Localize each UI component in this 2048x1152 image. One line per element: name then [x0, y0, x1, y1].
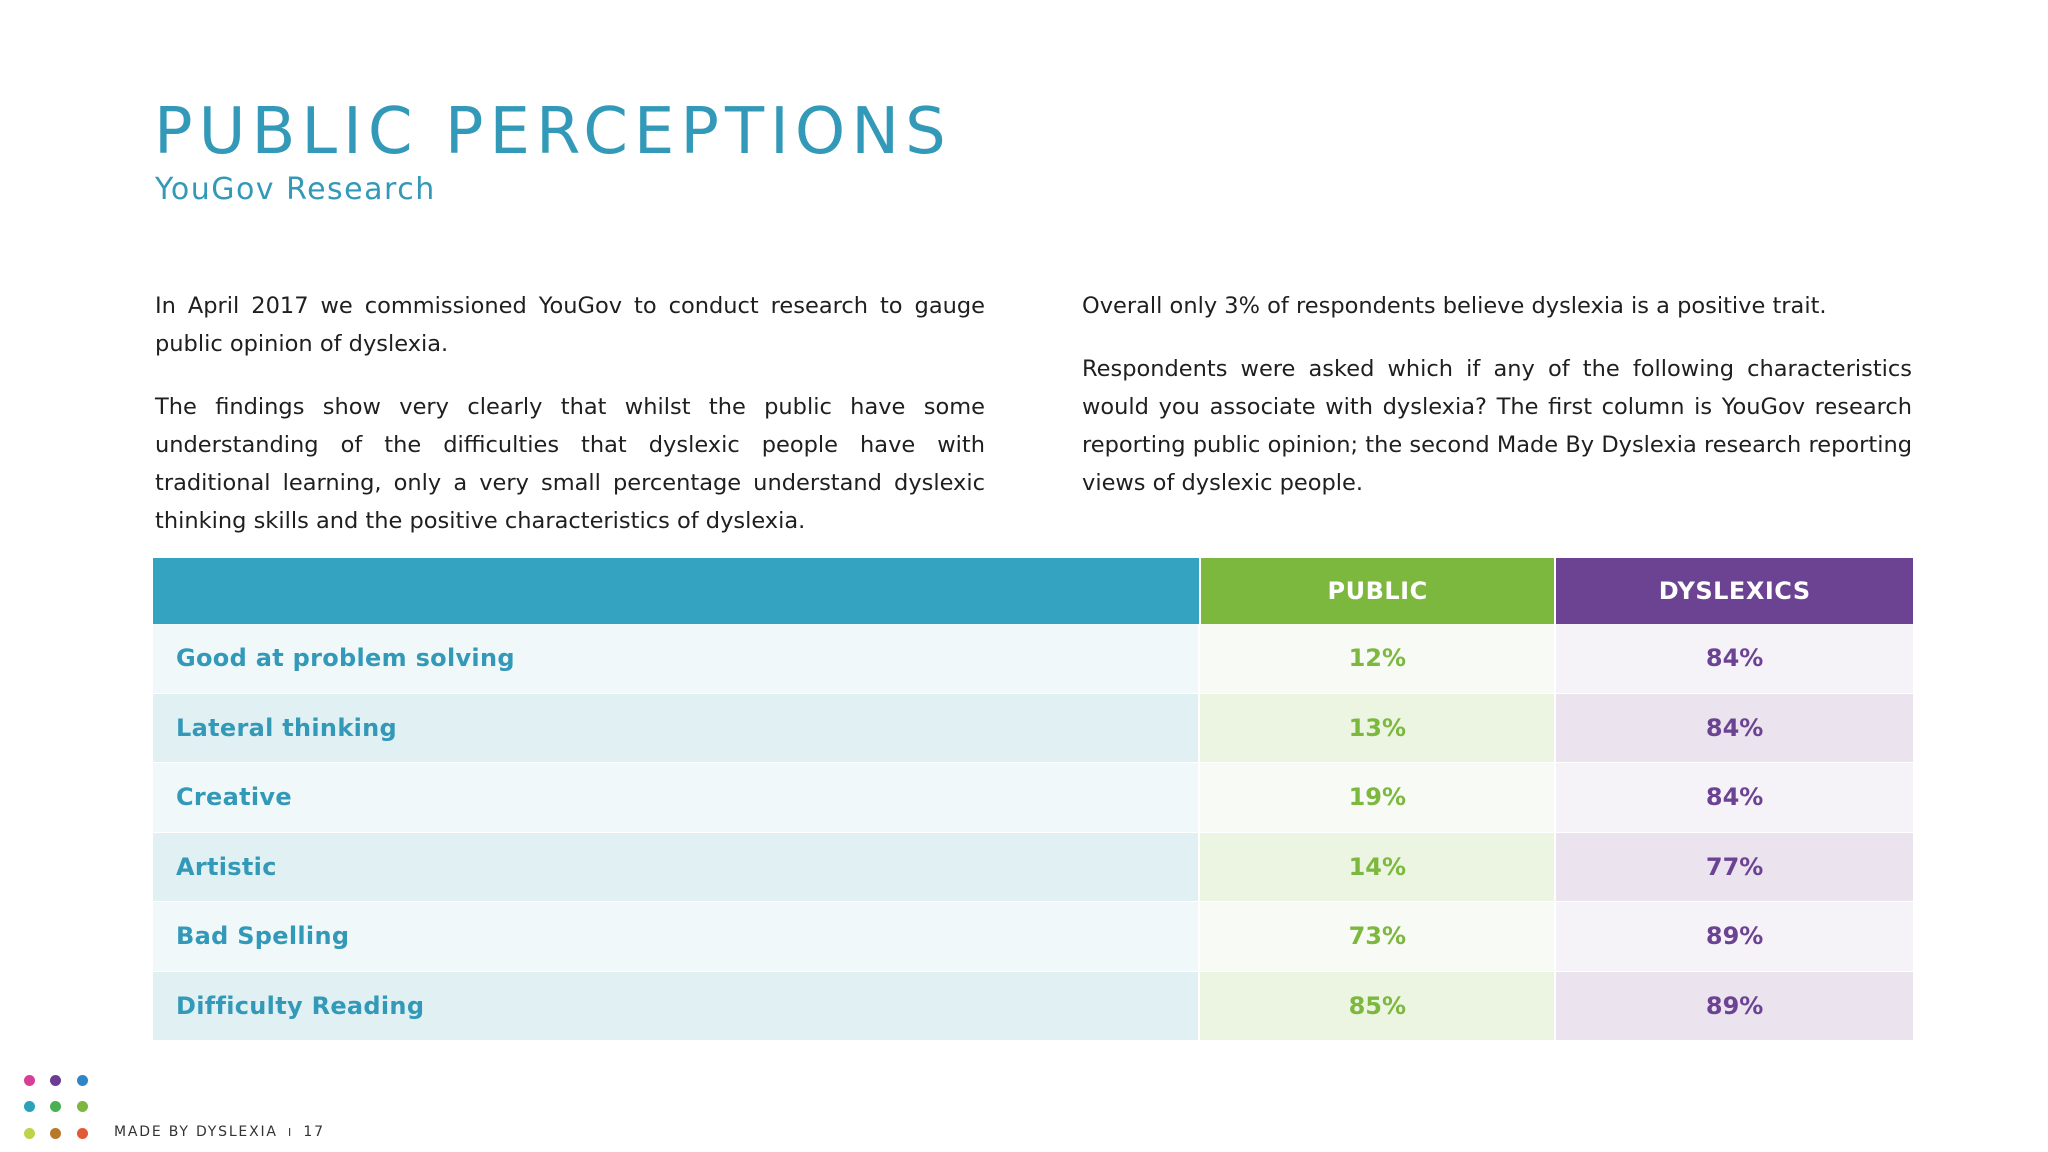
intro-paragraph: Overall only 3% of respondents believe d… [1082, 293, 1827, 319]
row-public-value: 12% [1200, 624, 1557, 693]
page-number: 17 [303, 1124, 325, 1140]
table-row: Artistic 14% 77% [153, 832, 1913, 902]
page-subtitle: YouGov Research [155, 172, 436, 207]
row-public-value: 19% [1200, 763, 1557, 832]
logo-dot [77, 1101, 88, 1112]
page-title: PUBLIC PERCEPTIONS [154, 95, 952, 169]
row-characteristic: Creative [153, 763, 1201, 832]
row-dyslexics-value: 84% [1556, 693, 1913, 762]
logo-dot [24, 1075, 35, 1086]
row-public-value: 13% [1200, 693, 1557, 762]
brand-dots-logo [24, 1075, 96, 1139]
logo-dot [77, 1075, 88, 1086]
table-row: Difficulty Reading 85% 89% [153, 971, 1913, 1040]
logo-dot [50, 1101, 61, 1112]
row-dyslexics-value: 84% [1556, 763, 1913, 832]
intro-left-column: In April 2017 we commissioned YouGov to … [155, 287, 985, 565]
logo-dot [50, 1075, 61, 1086]
table-body: Good at problem solving 12% 84% Lateral … [153, 624, 1913, 1040]
row-dyslexics-value: 84% [1556, 624, 1913, 693]
logo-dot [24, 1101, 35, 1112]
row-public-value: 73% [1200, 902, 1557, 971]
row-characteristic: Bad Spelling [153, 902, 1201, 971]
table-row: Bad Spelling 73% 89% [153, 902, 1913, 972]
header-dyslexics: DYSLEXICS [1556, 558, 1913, 624]
row-dyslexics-value: 89% [1556, 902, 1913, 971]
header-characteristic [153, 558, 1201, 624]
row-dyslexics-value: 77% [1556, 832, 1913, 901]
table-row: Lateral thinking 13% 84% [153, 693, 1913, 763]
row-characteristic: Lateral thinking [153, 693, 1201, 762]
table-row: Good at problem solving 12% 84% [153, 624, 1913, 694]
table-row: Creative 19% 84% [153, 763, 1913, 833]
row-dyslexics-value: 89% [1556, 971, 1913, 1040]
intro-paragraph: Respondents were asked which if any of t… [1082, 356, 1912, 496]
row-characteristic: Artistic [153, 832, 1201, 901]
perceptions-table: PUBLIC DYSLEXICS Good at problem solving… [153, 558, 1913, 1040]
row-characteristic: Good at problem solving [153, 624, 1201, 693]
intro-paragraph: The findings show very clearly that whil… [155, 394, 985, 534]
footer-separator: I [288, 1126, 294, 1139]
logo-dot [77, 1128, 88, 1139]
row-public-value: 14% [1200, 832, 1557, 901]
footer-brand: MADE BY DYSLEXIA [114, 1124, 278, 1140]
intro-right-column: Overall only 3% of respondents believe d… [1082, 287, 1912, 527]
row-public-value: 85% [1200, 971, 1557, 1040]
logo-dot [24, 1128, 35, 1139]
row-characteristic: Difficulty Reading [153, 971, 1201, 1040]
header-public: PUBLIC [1200, 558, 1557, 624]
intro-paragraph: In April 2017 we commissioned YouGov to … [155, 293, 985, 357]
logo-dot [50, 1128, 61, 1139]
table-header-row: PUBLIC DYSLEXICS [153, 558, 1913, 624]
page-footer: MADE BY DYSLEXIA I 17 [114, 1124, 325, 1140]
